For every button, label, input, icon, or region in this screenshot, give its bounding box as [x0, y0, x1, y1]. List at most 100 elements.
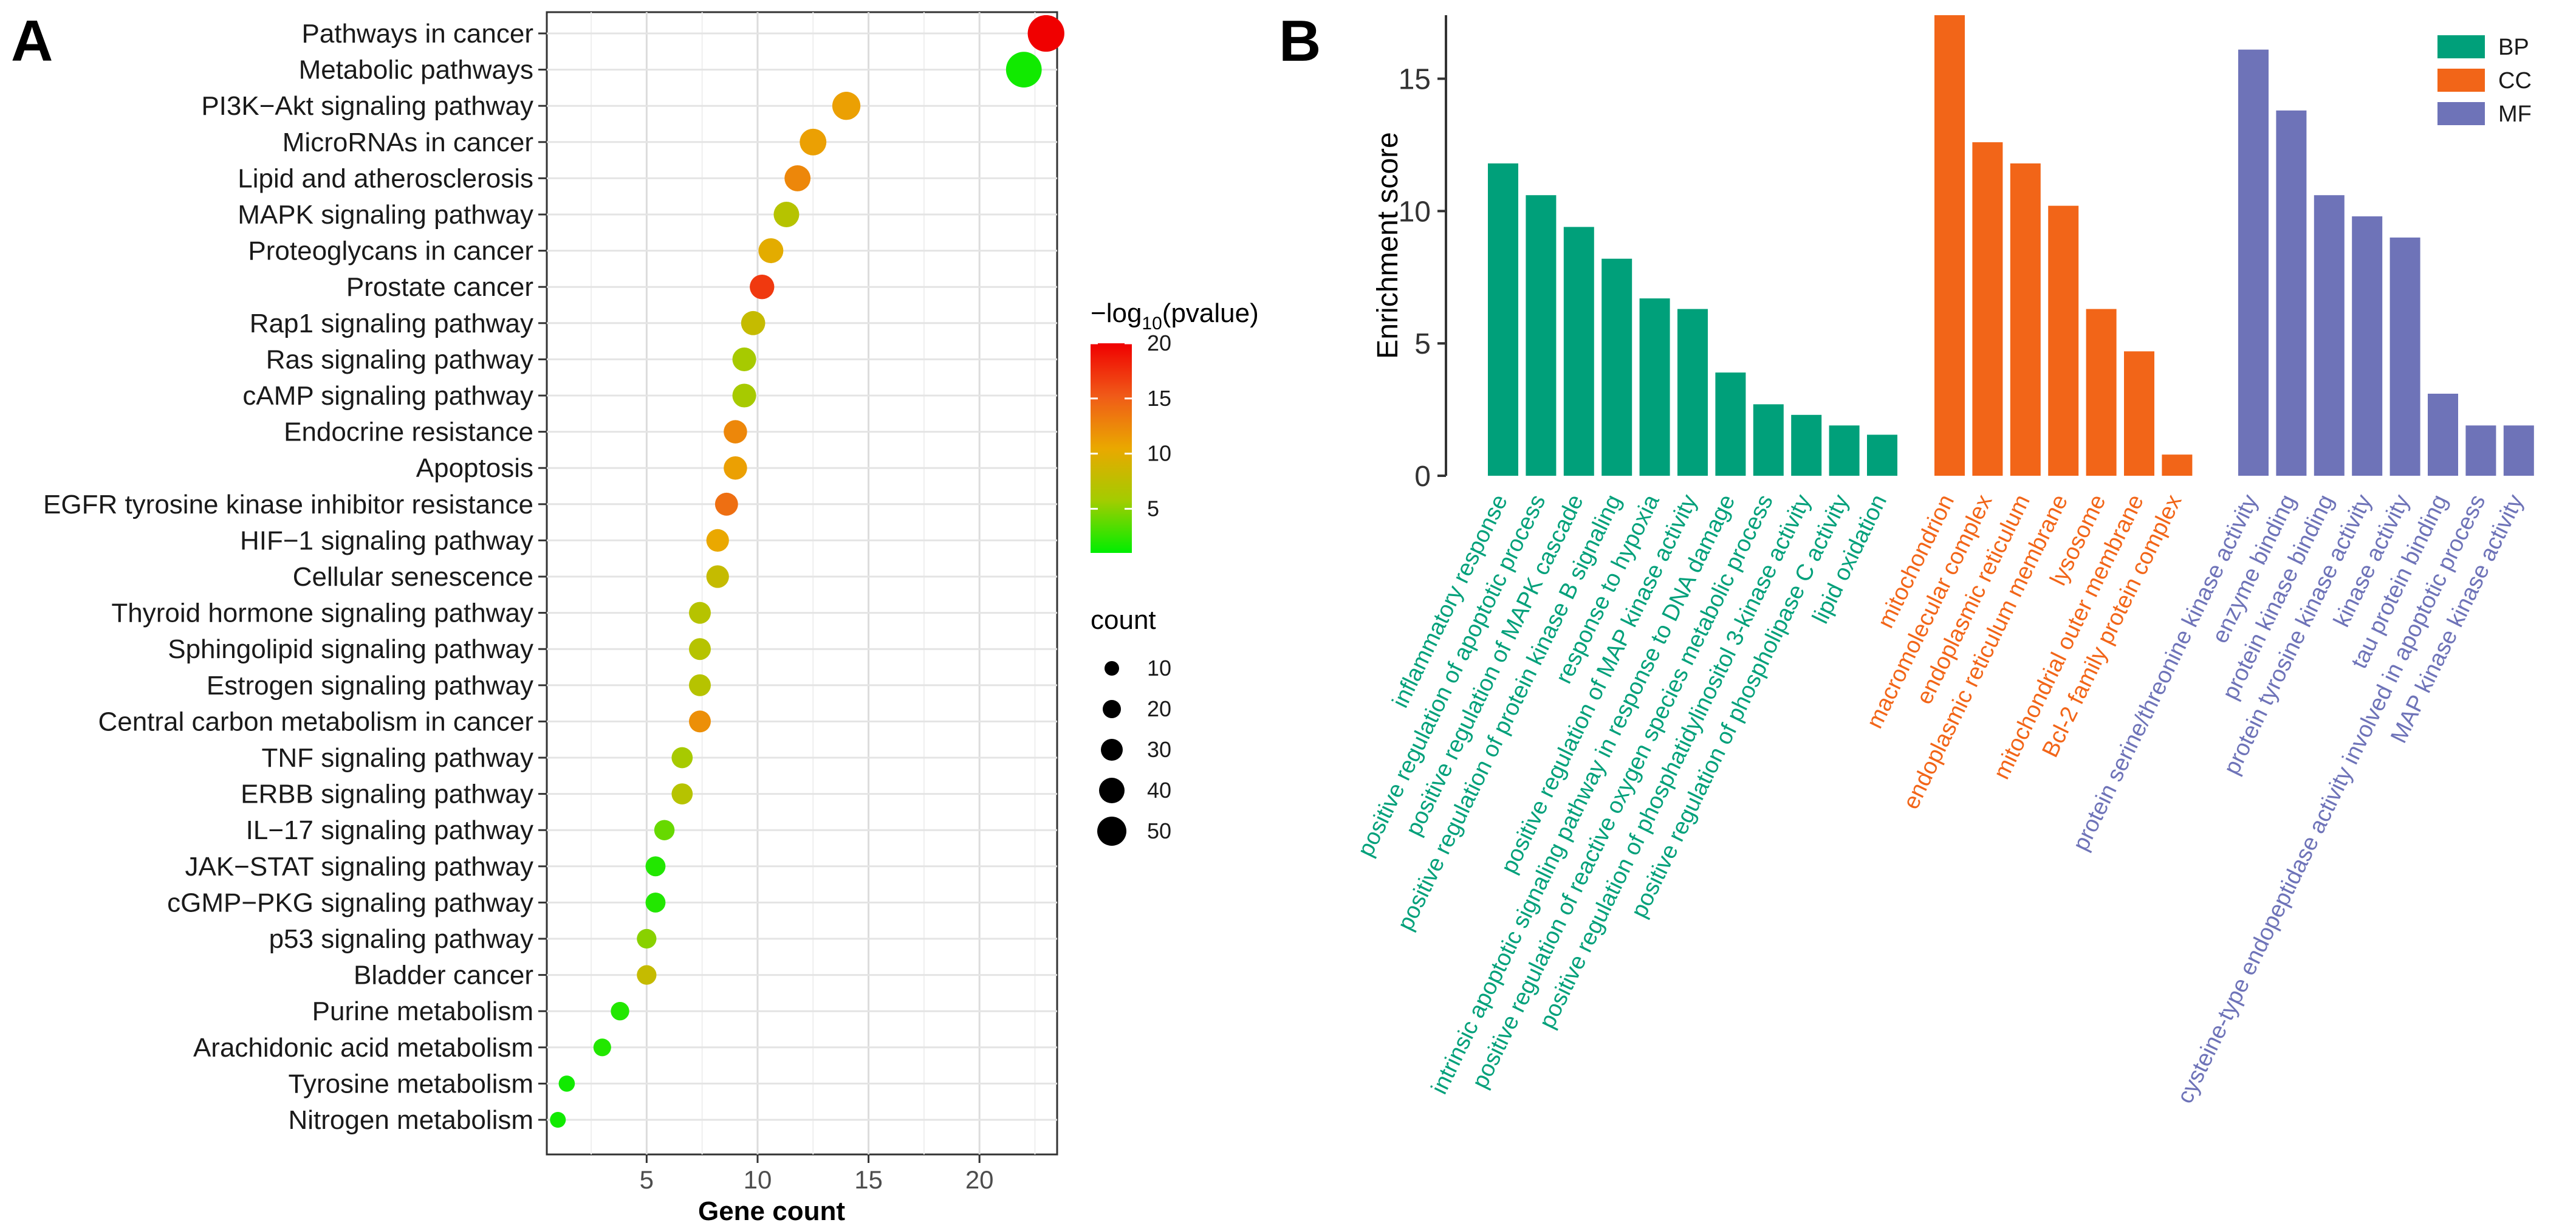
- pvalue-colorbar-ticks: 20 15 10 5: [1091, 331, 1171, 521]
- y-tick-label: Rap1 signaling pathway: [250, 309, 533, 338]
- data-point: [724, 420, 747, 444]
- y-tick-label: Sphingolipid signaling pathway: [168, 634, 533, 664]
- panel-a-gridlines: [547, 12, 1057, 1154]
- bar-mf: [2314, 195, 2345, 476]
- count-size-legend: count 10 20 30 40 50: [1091, 605, 1171, 846]
- size-legend-dot: [1099, 778, 1125, 803]
- bar-mf: [2276, 110, 2307, 476]
- bar-mf: [2238, 49, 2269, 476]
- y-tick-label: IL−17 signaling pathway: [246, 815, 533, 845]
- size-legend-label: 10: [1147, 656, 1171, 681]
- x-tick-label: 15: [854, 1165, 883, 1194]
- panel-a-dotplot: Pathways in cancer Metabolic pathways PI3K…: [43, 11, 1259, 1226]
- panel-a-plot-area: [546, 11, 1058, 1156]
- data-point: [611, 1002, 629, 1021]
- panel-b-bars: [1488, 15, 2534, 476]
- y-tick-label: Tyrosine metabolism: [289, 1069, 533, 1099]
- panel-a-points: [550, 15, 1064, 1128]
- b-y-tick-label: 10: [1399, 196, 1431, 228]
- bar-cc: [1934, 15, 1965, 476]
- bar-cc: [2048, 205, 2079, 476]
- data-point: [689, 602, 711, 624]
- legend-swatch-bp: [2437, 35, 2485, 58]
- legend-label-cc: CC: [2498, 68, 2532, 94]
- b-y-tick-label: 0: [1414, 461, 1431, 493]
- y-tick-label: ERBB signaling pathway: [241, 780, 533, 809]
- legend-label-mf: MF: [2498, 101, 2532, 127]
- legend-label-bp: BP: [2498, 35, 2529, 60]
- y-tick-label: Arachidonic acid metabolism: [193, 1033, 533, 1063]
- bar-bp: [1677, 309, 1708, 476]
- pvalue-colorbar: [1091, 343, 1132, 553]
- size-legend-label: 40: [1147, 778, 1171, 803]
- panel-b-y-ticks: 0 5 10 15: [1399, 64, 1446, 493]
- data-point: [689, 674, 711, 696]
- bar-mf: [2428, 393, 2458, 476]
- data-point: [714, 492, 738, 516]
- data-point: [637, 965, 657, 985]
- data-point: [732, 347, 756, 371]
- size-legend-dot: [1097, 817, 1126, 846]
- panel-b-legend: BP CC MF: [2437, 35, 2532, 127]
- pvalue-legend-title: −log10(pvalue): [1091, 298, 1259, 334]
- legend-title-suffix: (pvalue): [1162, 298, 1259, 328]
- data-point: [800, 128, 827, 156]
- panel-a-y-tick-labels: Pathways in cancer Metabolic pathways PI3K…: [43, 19, 547, 1135]
- data-point: [689, 638, 711, 660]
- size-legend-label: 20: [1147, 696, 1171, 721]
- data-point: [732, 383, 756, 408]
- colorbar-tick-label: 15: [1147, 386, 1171, 411]
- bar-bp: [1488, 163, 1518, 476]
- bar-mf: [2465, 425, 2496, 476]
- y-tick-label: Proteoglycans in cancer: [248, 236, 533, 266]
- y-tick-label: Purine metabolism: [312, 996, 533, 1026]
- y-tick-label: Central carbon metabolism in cancer: [98, 707, 533, 736]
- bar-cc: [2162, 454, 2193, 476]
- bar-cc: [2124, 351, 2154, 476]
- data-point: [654, 820, 675, 840]
- data-point: [1027, 15, 1064, 52]
- y-tick-label: p53 signaling pathway: [269, 924, 533, 954]
- y-tick-label: Estrogen signaling pathway: [207, 671, 533, 701]
- y-tick-label: Metabolic pathways: [299, 55, 533, 85]
- y-tick-label: PI3K−Akt signaling pathway: [201, 91, 533, 121]
- size-legend-dot: [1105, 661, 1119, 676]
- bar-bp: [1715, 372, 1746, 476]
- data-point: [758, 238, 784, 264]
- bar-cc: [2010, 163, 2041, 476]
- y-tick-label: Nitrogen metabolism: [289, 1105, 534, 1135]
- bar-bp: [1753, 404, 1784, 476]
- x-tick-label: 10: [744, 1165, 772, 1194]
- b-y-tick-label: 5: [1414, 328, 1431, 360]
- y-tick-label: Pathways in cancer: [301, 19, 533, 49]
- data-point: [645, 892, 666, 913]
- y-tick-label: Lipid and atherosclerosis: [238, 163, 533, 193]
- size-legend-dot: [1101, 739, 1123, 761]
- data-point: [773, 201, 800, 228]
- panel-b-label: B: [1279, 9, 1321, 74]
- bar-mf: [2352, 216, 2383, 476]
- panel-a-x-axis-title: Gene count: [698, 1196, 845, 1226]
- bar-bp: [1639, 298, 1670, 476]
- y-tick-label: Endocrine resistance: [284, 417, 533, 447]
- data-point: [689, 710, 711, 733]
- y-tick-label: MicroRNAs in cancer: [283, 128, 533, 157]
- count-legend-items: 10 20 30 40 50: [1097, 656, 1171, 846]
- data-point: [706, 529, 729, 552]
- size-legend-dot: [1103, 700, 1121, 718]
- y-tick-label: EGFR tyrosine kinase inhibitor resistanc…: [43, 490, 533, 519]
- panel-b-y-axis-title: Enrichment score: [1372, 132, 1404, 358]
- bar-bp: [1829, 425, 1860, 476]
- size-legend-label: 30: [1147, 737, 1171, 762]
- bar-bp: [1563, 227, 1594, 476]
- x-tick-label: 20: [965, 1165, 994, 1194]
- data-point: [558, 1075, 575, 1092]
- data-point: [593, 1038, 611, 1057]
- legend-title-prefix: −log: [1091, 298, 1142, 328]
- bar-bp: [1867, 434, 1897, 476]
- data-point: [645, 856, 666, 877]
- x-tick-label: 5: [640, 1165, 654, 1194]
- y-tick-label: cAMP signaling pathway: [242, 381, 533, 411]
